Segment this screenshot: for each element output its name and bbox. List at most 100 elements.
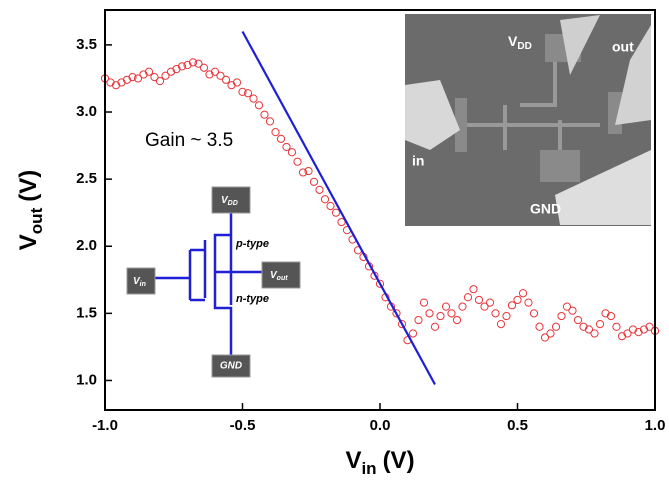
data-point: [573, 315, 583, 325]
data-point: [425, 309, 434, 318]
data-point: [485, 298, 495, 307]
data-point: [320, 195, 330, 204]
circuit-box: [211, 354, 251, 378]
data-point: [249, 94, 258, 103]
data-point: [584, 325, 594, 334]
circuit-label: V: [221, 195, 229, 206]
y-tick-label: 1.5: [76, 304, 97, 321]
data-point: [260, 110, 269, 119]
x-tick-label: -0.5: [230, 417, 256, 434]
data-point: [430, 322, 440, 331]
data-point: [480, 302, 489, 311]
y-tick-label: 2.0: [76, 237, 97, 254]
trace: [467, 62, 600, 150]
circuit-box: [126, 267, 156, 295]
sem-label: GND: [530, 201, 561, 217]
x-axis-title: in: [361, 459, 376, 478]
data-point: [177, 62, 187, 71]
circuit-label: VDD: [221, 195, 238, 207]
circuit-label: V: [270, 270, 278, 281]
plot-frame: [104, 9, 656, 411]
data-point: [551, 322, 561, 331]
y-axis-title: (V): [15, 170, 42, 202]
data-point: [557, 311, 566, 321]
data-point: [337, 217, 346, 227]
x-tick-label: 0.5: [507, 417, 528, 434]
data-point: [238, 87, 247, 96]
data-point: [309, 177, 319, 186]
circuit-label: V: [133, 276, 141, 287]
circuit-label: Vin: [133, 276, 146, 288]
data-point: [590, 329, 599, 338]
data-point: [452, 315, 462, 325]
data-point: [447, 309, 456, 318]
data-point: [271, 128, 280, 137]
data-point: [474, 295, 484, 305]
data-point: [326, 201, 335, 211]
y-axis-title: V: [15, 234, 42, 250]
data-point: [612, 322, 621, 331]
pad: [540, 150, 580, 182]
data-point: [194, 59, 203, 68]
data-point: [535, 322, 544, 331]
circuit-wire: [155, 213, 262, 355]
x-axis-title: V: [345, 447, 361, 474]
data-point: [441, 302, 451, 311]
data-point: [392, 309, 401, 318]
data-point: [568, 306, 577, 315]
data-point: [606, 311, 616, 321]
data-point: [232, 78, 242, 87]
circuit-label: GND: [220, 361, 242, 372]
circuit-label: DD: [228, 200, 238, 207]
data-point: [507, 301, 517, 310]
data-point: [282, 142, 291, 152]
y-tick-label: 3.5: [76, 36, 97, 53]
data-point: [243, 89, 253, 98]
data-point: [276, 134, 286, 143]
data-point: [419, 298, 429, 307]
data-point: [397, 319, 407, 329]
data-point: [623, 329, 632, 338]
fit-line: [241, 30, 436, 386]
data-point: [469, 285, 478, 294]
x-tick-label: 1.0: [645, 417, 666, 434]
sem-label: DD: [517, 41, 531, 52]
data-point: [436, 311, 445, 321]
inset-image: VDD out in GND: [405, 14, 651, 226]
data-point: [265, 117, 275, 126]
sem-label: VDD: [508, 33, 532, 52]
data-point: [458, 302, 467, 311]
data-point: [315, 185, 324, 194]
y-tick-label: 1.0: [76, 371, 97, 388]
x-axis-title: Vin (V): [345, 447, 414, 478]
y-tick-label: 2.5: [76, 170, 97, 187]
circuit-label: in: [140, 281, 146, 288]
data-point: [210, 67, 220, 76]
circuit-label: out: [277, 275, 289, 282]
pad: [455, 98, 467, 152]
data-point: [199, 63, 209, 72]
data-point: [491, 309, 500, 318]
data-point: [513, 295, 522, 305]
probe: [405, 80, 460, 150]
circuit: VDD Vin Vout GND p-type n-type: [126, 186, 301, 378]
data-point: [293, 157, 302, 166]
circuit-box: [211, 186, 251, 214]
circuit-label: Vout: [270, 270, 288, 282]
data-point: [216, 71, 225, 80]
data-point: [375, 279, 385, 288]
circuit-label: n-type: [236, 293, 269, 305]
data-point: [331, 208, 341, 217]
data-point: [645, 322, 654, 331]
data-point: [408, 329, 418, 338]
data-point: [150, 73, 159, 82]
x-axis-title: (V): [383, 447, 415, 474]
circuit-label: p-type: [235, 238, 269, 250]
y-axis-title: out: [27, 207, 46, 234]
probe: [555, 150, 651, 225]
data-point: [546, 329, 555, 338]
data-point: [144, 67, 154, 76]
data-point: [414, 315, 423, 325]
data-point: [161, 71, 170, 80]
